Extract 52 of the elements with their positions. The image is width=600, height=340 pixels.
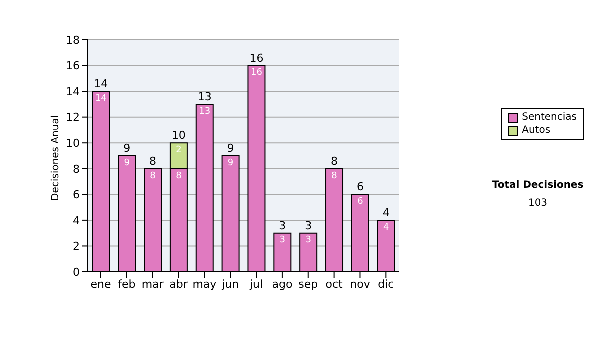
data-label: 8 [176, 171, 182, 182]
y-tick-label: 14 [66, 85, 80, 98]
x-tick-label: jun [221, 278, 240, 291]
x-tick-label: feb [118, 278, 136, 291]
total-label: 8 [331, 154, 338, 168]
data-label: 14 [95, 94, 108, 104]
total-label: 10 [172, 129, 186, 142]
data-label: 8 [332, 171, 338, 182]
y-tick-label: 2 [73, 240, 80, 254]
total-label: 16 [250, 52, 264, 65]
x-tick-label: oct [326, 278, 344, 291]
data-label: 16 [251, 68, 263, 78]
y-tick-label: 4 [73, 214, 80, 228]
total-label: 6 [356, 180, 364, 194]
data-label: 3 [306, 236, 312, 246]
total-label: 3 [305, 219, 312, 232]
y-tick-label: 8 [73, 162, 80, 176]
y-tick-label: 12 [66, 111, 80, 124]
text: Total Decisiones [491, 180, 585, 191]
data-label: 4 [384, 222, 390, 233]
data-label: 9 [228, 158, 234, 168]
total-label: 4 [382, 206, 390, 220]
y-tick-label: 18 [66, 34, 80, 47]
y-axis-title: Decisiones Anual [50, 115, 62, 201]
data-label: 13 [199, 106, 211, 117]
total-label: 14 [94, 78, 108, 91]
data-label: 6 [358, 197, 364, 208]
total-label: 3 [279, 219, 286, 232]
data-label: 8 [150, 171, 156, 182]
legend-label: Sentencias [522, 111, 577, 124]
y-tick-label: 0 [73, 266, 80, 279]
x-tick-label: abr [170, 278, 188, 291]
total-label: 9 [124, 142, 131, 155]
total-label: 8 [150, 154, 157, 168]
y-tick-label: 6 [73, 188, 80, 202]
x-tick-label: mar [142, 278, 164, 291]
x-tick-label: sep [298, 278, 318, 291]
data-label: 9 [124, 158, 130, 168]
data-label: 2 [176, 146, 182, 156]
x-tick-label: ago [272, 278, 293, 291]
text: 103 [527, 198, 549, 209]
y-tick-label: 10 [66, 137, 80, 150]
x-tick-label: jul [248, 278, 264, 291]
y-tick-label: 16 [66, 60, 80, 73]
x-tick-label: ene [90, 278, 112, 291]
total-label: 9 [227, 142, 234, 155]
x-tick-label: nov [350, 278, 371, 291]
x-tick-label: may [192, 278, 218, 291]
data-label: 3 [280, 236, 286, 246]
total-label: 13 [198, 90, 212, 104]
x-tick-label: dic [378, 278, 394, 291]
legend-label: Autos [522, 124, 551, 137]
